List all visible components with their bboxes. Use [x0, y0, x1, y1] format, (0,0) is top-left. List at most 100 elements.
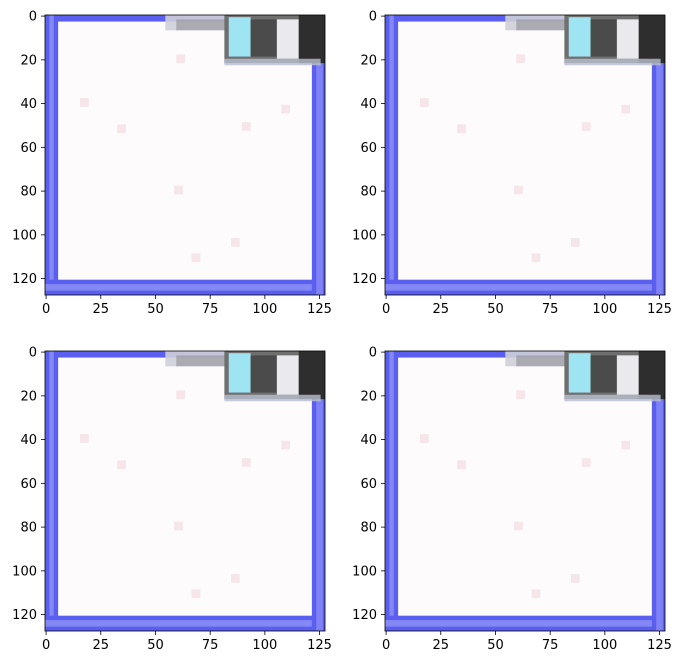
y-tick-label: 40 [20, 433, 37, 448]
device-cyan-part [568, 17, 591, 57]
device-cyan-part [568, 353, 591, 393]
y-tick-label: 40 [360, 97, 377, 112]
frame-right-highlight [316, 58, 323, 295]
faint-speck [230, 574, 240, 583]
y-tick-label: 120 [352, 272, 377, 287]
frame-right-highlight [316, 394, 323, 631]
x-tick-label: 50 [487, 638, 504, 653]
axes-frame [44, 350, 326, 632]
frame-left-highlight [389, 15, 394, 295]
faint-speck [174, 521, 183, 531]
y-tick-label: 80 [360, 185, 377, 200]
faint-speck [621, 104, 630, 114]
device-white-part [276, 355, 299, 395]
faint-speck [581, 458, 591, 467]
y-tick-label: 60 [360, 141, 377, 156]
x-tick-label: 125 [647, 638, 672, 653]
faint-speck [570, 574, 580, 583]
faint-speck [176, 390, 185, 400]
frame-bottom-highlight [385, 284, 665, 291]
faint-speck [241, 122, 251, 131]
faint-speck [457, 460, 466, 470]
faint-speck [516, 390, 525, 400]
x-tick-label: 25 [93, 302, 110, 317]
x-tick-label: 100 [592, 638, 617, 653]
frame-right-highlight [656, 394, 663, 631]
x-tick-label: 0 [42, 638, 50, 653]
device-white-part [616, 19, 639, 59]
faint-speck [531, 253, 541, 263]
x-tick-label: 75 [202, 302, 219, 317]
faint-speck [80, 98, 89, 107]
y-tick-label: 120 [12, 608, 37, 623]
frame-left-highlight [49, 351, 54, 631]
y-tick-label: 20 [360, 389, 377, 404]
faint-speck [457, 124, 466, 134]
faint-speck [581, 122, 591, 131]
x-tick-label: 100 [592, 302, 617, 317]
frame-left-highlight [49, 15, 54, 295]
frame-right-highlight [656, 58, 663, 295]
y-tick-label: 60 [20, 141, 37, 156]
y-tick-label: 60 [20, 477, 37, 492]
device-white-part [276, 19, 299, 59]
image-panel-bottom-right: 0 25 50 75 100 125 0 20 40 60 80 100 120 [340, 336, 672, 653]
x-tick-label: 125 [307, 638, 332, 653]
x-tick-label: 75 [202, 638, 219, 653]
device-white-part [616, 355, 639, 395]
x-tick-label: 125 [307, 302, 332, 317]
device-strip-shadow [176, 355, 238, 367]
panel-svg: 0 25 50 75 100 125 0 20 40 60 80 100 120 [352, 10, 672, 317]
device-end-dark [638, 15, 665, 64]
y-tick-label: 20 [20, 53, 37, 68]
faint-speck [621, 440, 630, 450]
image-panel-bottom-left: 0 25 50 75 100 125 0 20 40 60 80 100 120 [0, 336, 332, 653]
axes-frame [44, 14, 326, 296]
device-bottom-edge [564, 394, 661, 402]
panel-svg: 0 25 50 75 100 125 0 20 40 60 80 100 120 [352, 346, 672, 653]
faint-speck [80, 434, 89, 443]
device-dark-part [590, 19, 617, 57]
frame-left-highlight [389, 351, 394, 631]
faint-speck [420, 98, 429, 107]
x-tick-label: 50 [487, 302, 504, 317]
device-dark-part [250, 355, 277, 393]
image-panel-top-left: 0 25 50 75 100 125 0 20 40 60 80 100 120 [0, 0, 332, 317]
device-dark-part [250, 19, 277, 57]
device-strip-shadow [516, 19, 578, 31]
y-tick-label: 40 [20, 97, 37, 112]
y-tick-label: 100 [12, 564, 37, 579]
faint-speck [514, 185, 523, 195]
faint-speck [281, 440, 290, 450]
faint-speck [117, 124, 126, 134]
x-tick-label: 25 [93, 638, 110, 653]
x-tick-label: 25 [433, 302, 450, 317]
y-tick-label: 100 [352, 564, 377, 579]
device-bottom-edge [224, 58, 321, 66]
x-tick-label: 0 [382, 638, 390, 653]
panel-svg: 0 25 50 75 100 125 0 20 40 60 80 100 120 [12, 10, 332, 317]
faint-speck [281, 104, 290, 114]
frame-bottom-highlight [45, 284, 325, 291]
faint-speck [531, 589, 541, 599]
frame-bottom-highlight [45, 620, 325, 627]
y-tick-label: 0 [369, 10, 377, 25]
y-tick-label: 120 [352, 608, 377, 623]
device-cyan-part [228, 17, 251, 57]
y-tick-label: 100 [12, 228, 37, 243]
y-tick-label: 120 [12, 272, 37, 287]
faint-speck [420, 434, 429, 443]
y-tick-label: 0 [29, 10, 37, 25]
faint-speck [191, 253, 201, 263]
faint-speck [191, 589, 201, 599]
x-tick-label: 75 [542, 638, 559, 653]
frame-bottom-highlight [385, 620, 665, 627]
y-tick-label: 0 [29, 346, 37, 361]
x-tick-label: 0 [382, 302, 390, 317]
x-tick-label: 75 [542, 302, 559, 317]
x-tick-label: 100 [252, 302, 277, 317]
y-tick-label: 80 [20, 521, 37, 536]
x-tick-label: 25 [433, 638, 450, 653]
axes-frame [384, 350, 666, 632]
